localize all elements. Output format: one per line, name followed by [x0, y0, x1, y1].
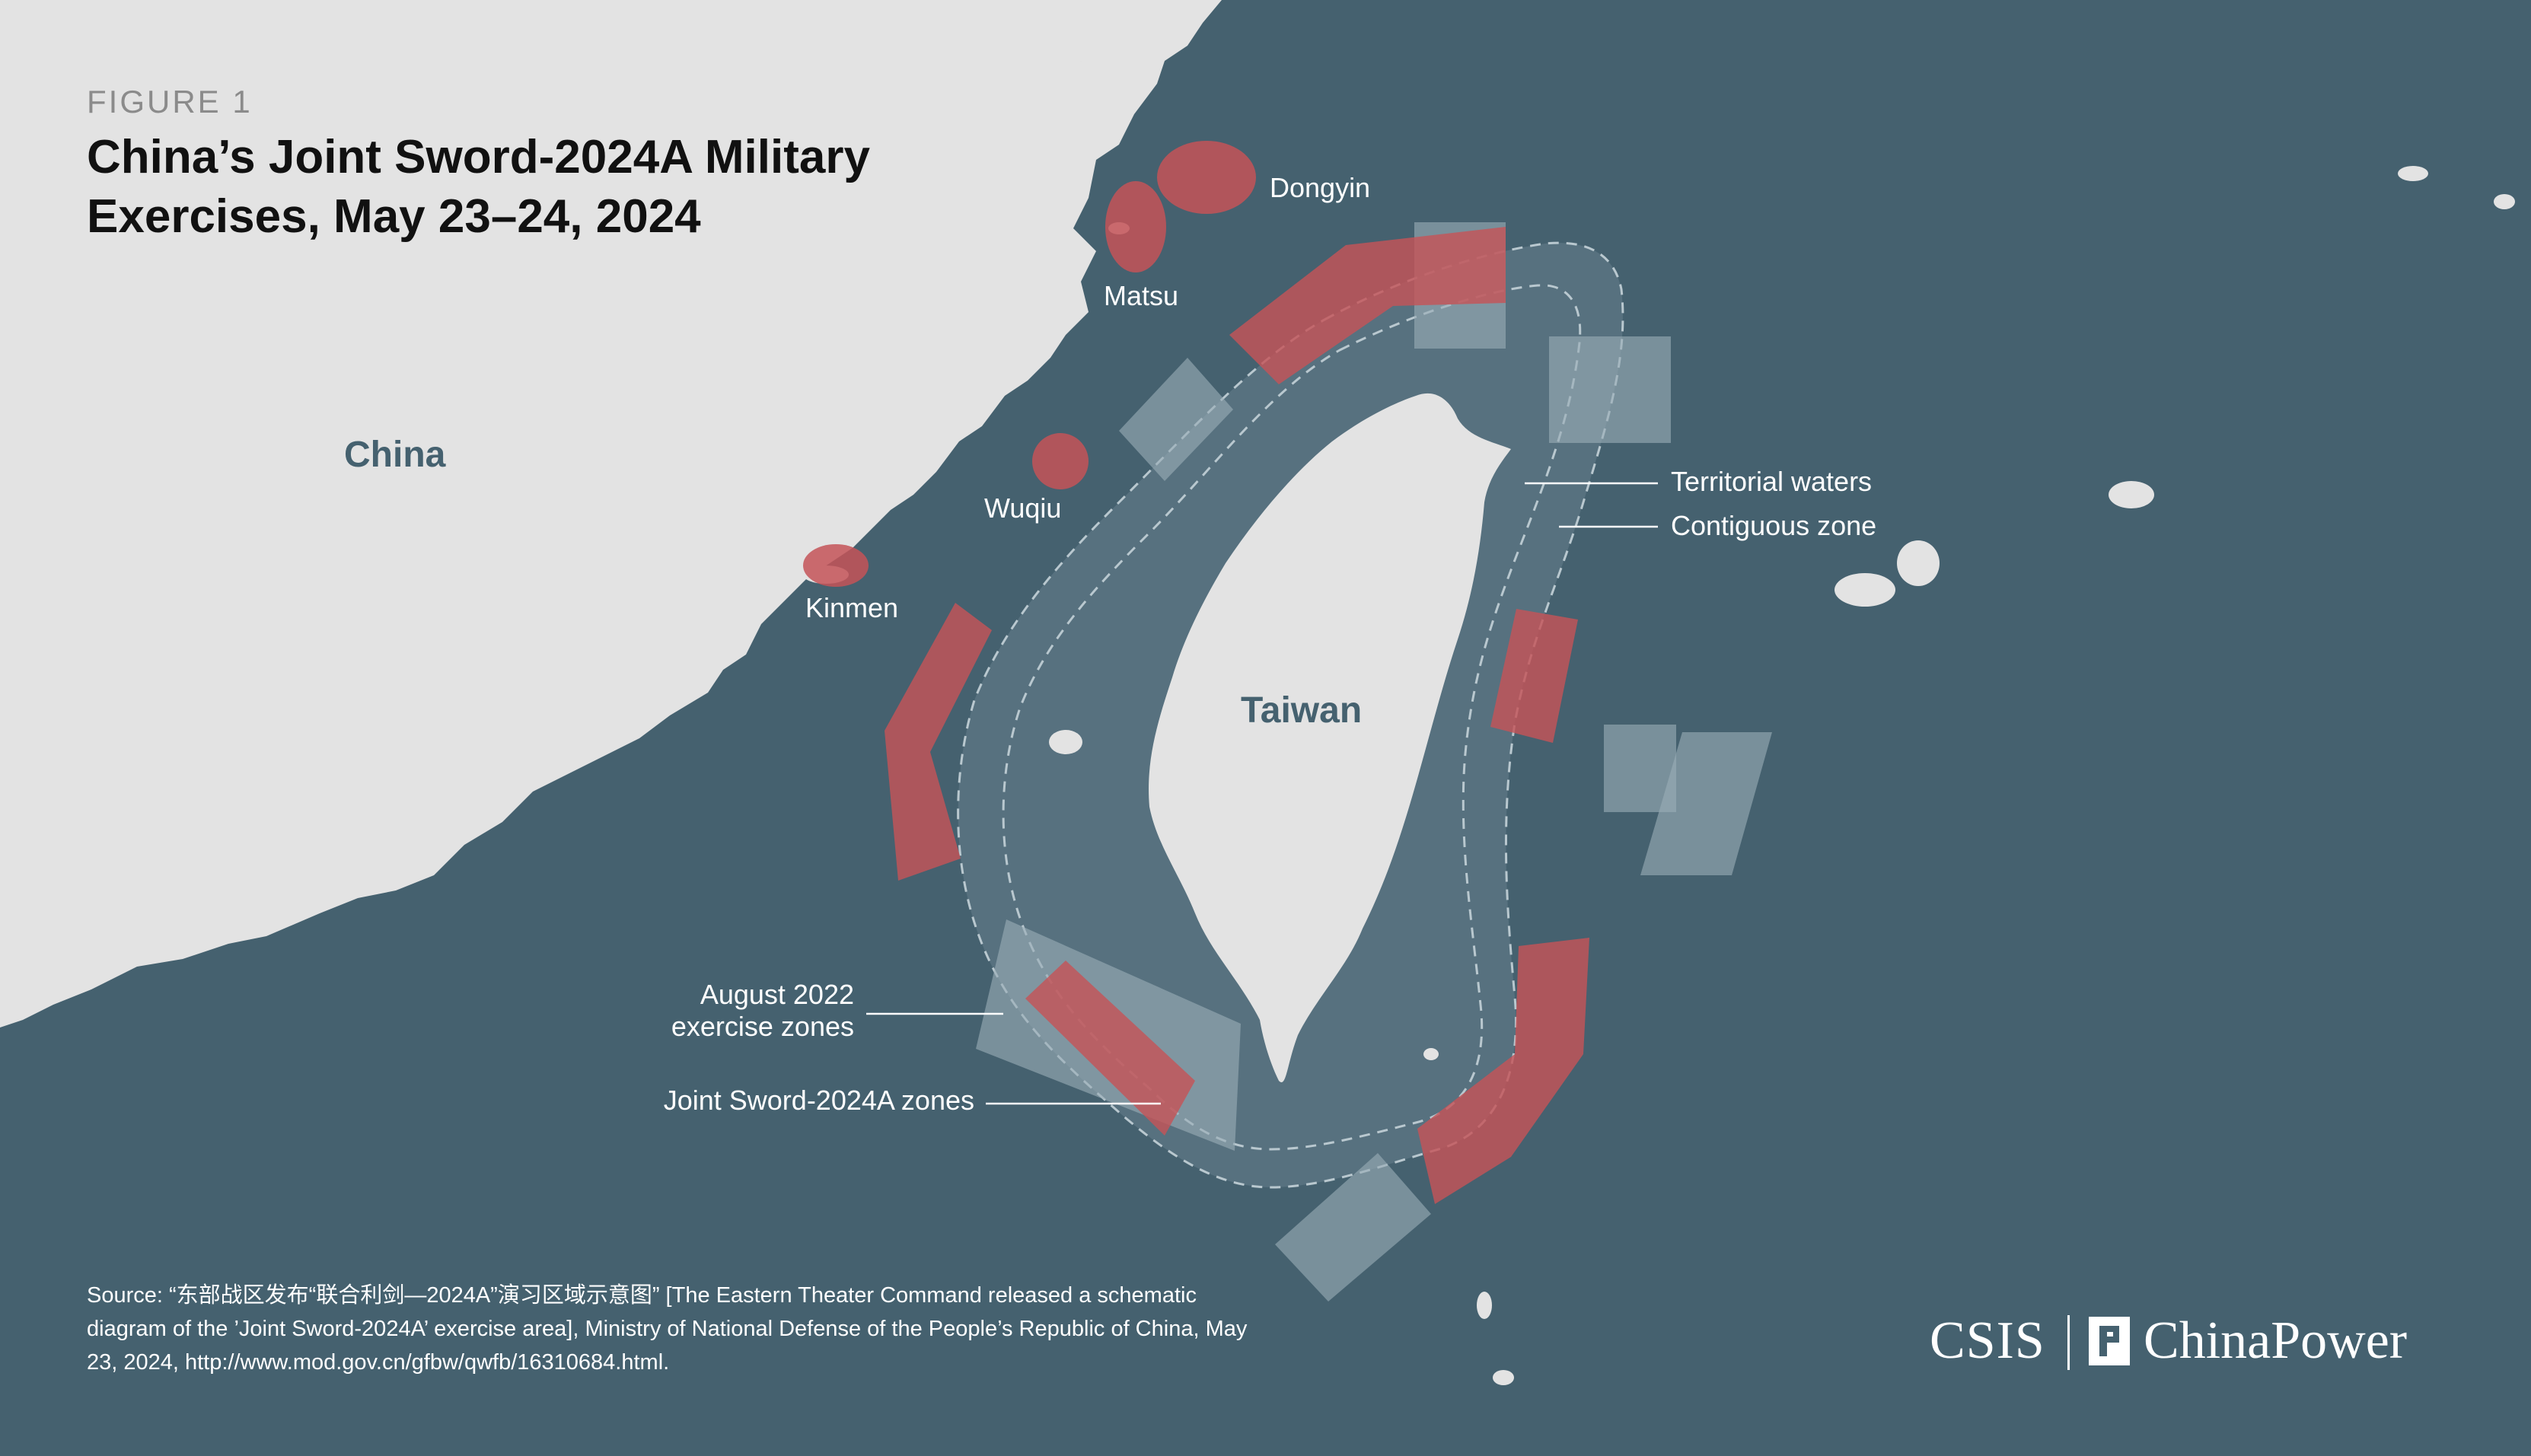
kinmen-zone — [803, 544, 869, 587]
js2024a-zone-west — [885, 603, 992, 881]
legend-joint-sword: Joint Sword-2024A zones — [663, 1085, 974, 1116]
legend-august-2022-line1: August 2022 — [700, 979, 854, 1010]
china-mainland — [0, 0, 1222, 1027]
taiwan-island — [1149, 393, 1511, 1082]
figure-title: China’s Joint Sword-2024A Military Exerc… — [87, 131, 870, 243]
coastal-islet — [1067, 61, 1095, 76]
label-kinmen: Kinmen — [805, 592, 899, 623]
penghu-islets — [1049, 730, 1082, 754]
chinapower-wordmark: ChinaPower — [2144, 1311, 2408, 1370]
wuqiu-zone — [1032, 433, 1089, 489]
aug-2022-zone-south — [1275, 1153, 1431, 1301]
ryukyu-island — [2494, 194, 2515, 209]
js2024a-zone-east — [1490, 609, 1578, 743]
label-wuqiu: Wuqiu — [984, 492, 1062, 524]
ryukyu-island — [1897, 540, 1940, 586]
aug-2022-zone-east-1 — [1604, 725, 1676, 812]
ryukyu-island — [2109, 481, 2154, 508]
aug-2022-zone-northwest — [1119, 358, 1233, 481]
green-island — [1423, 1048, 1439, 1060]
legend-contiguous-zone: Contiguous zone — [1671, 510, 1877, 541]
label-taiwan: Taiwan — [1241, 690, 1363, 731]
js2024a-zone-north — [1229, 227, 1506, 384]
js2024a-zone-southwest — [1025, 961, 1195, 1136]
dongyin-zone — [1157, 141, 1256, 214]
aug-2022-zone-east-2 — [1640, 732, 1772, 875]
label-matsu: Matsu — [1104, 280, 1179, 311]
label-dongyin: Dongyin — [1270, 172, 1371, 203]
label-china: China — [344, 435, 446, 475]
aug-2022-zone-north-2 — [1549, 336, 1671, 443]
csis-logo: CSIS — [1930, 1311, 2045, 1370]
chinapower-logo-icon — [2089, 1317, 2130, 1365]
legend-august-2022-line2: exercise zones — [671, 1011, 854, 1042]
matsu-zone — [1105, 181, 1166, 272]
legend-territorial-waters: Territorial waters — [1671, 466, 1873, 497]
ryukyu-island — [1493, 1370, 1514, 1385]
territorial-waters-boundary — [1002, 284, 1582, 1151]
ryukyu-island — [1477, 1292, 1492, 1319]
source-note: Source: “东部战区发布“联合利剑—2024A”演习区域示意图” [The… — [87, 1283, 1248, 1375]
js2024a-zone-southeast — [1417, 938, 1589, 1204]
ryukyu-island — [2398, 166, 2428, 181]
logo-divider — [2067, 1315, 2070, 1370]
ryukyu-island — [1834, 573, 1895, 607]
figure-label: FIGURE 1 — [87, 84, 253, 119]
